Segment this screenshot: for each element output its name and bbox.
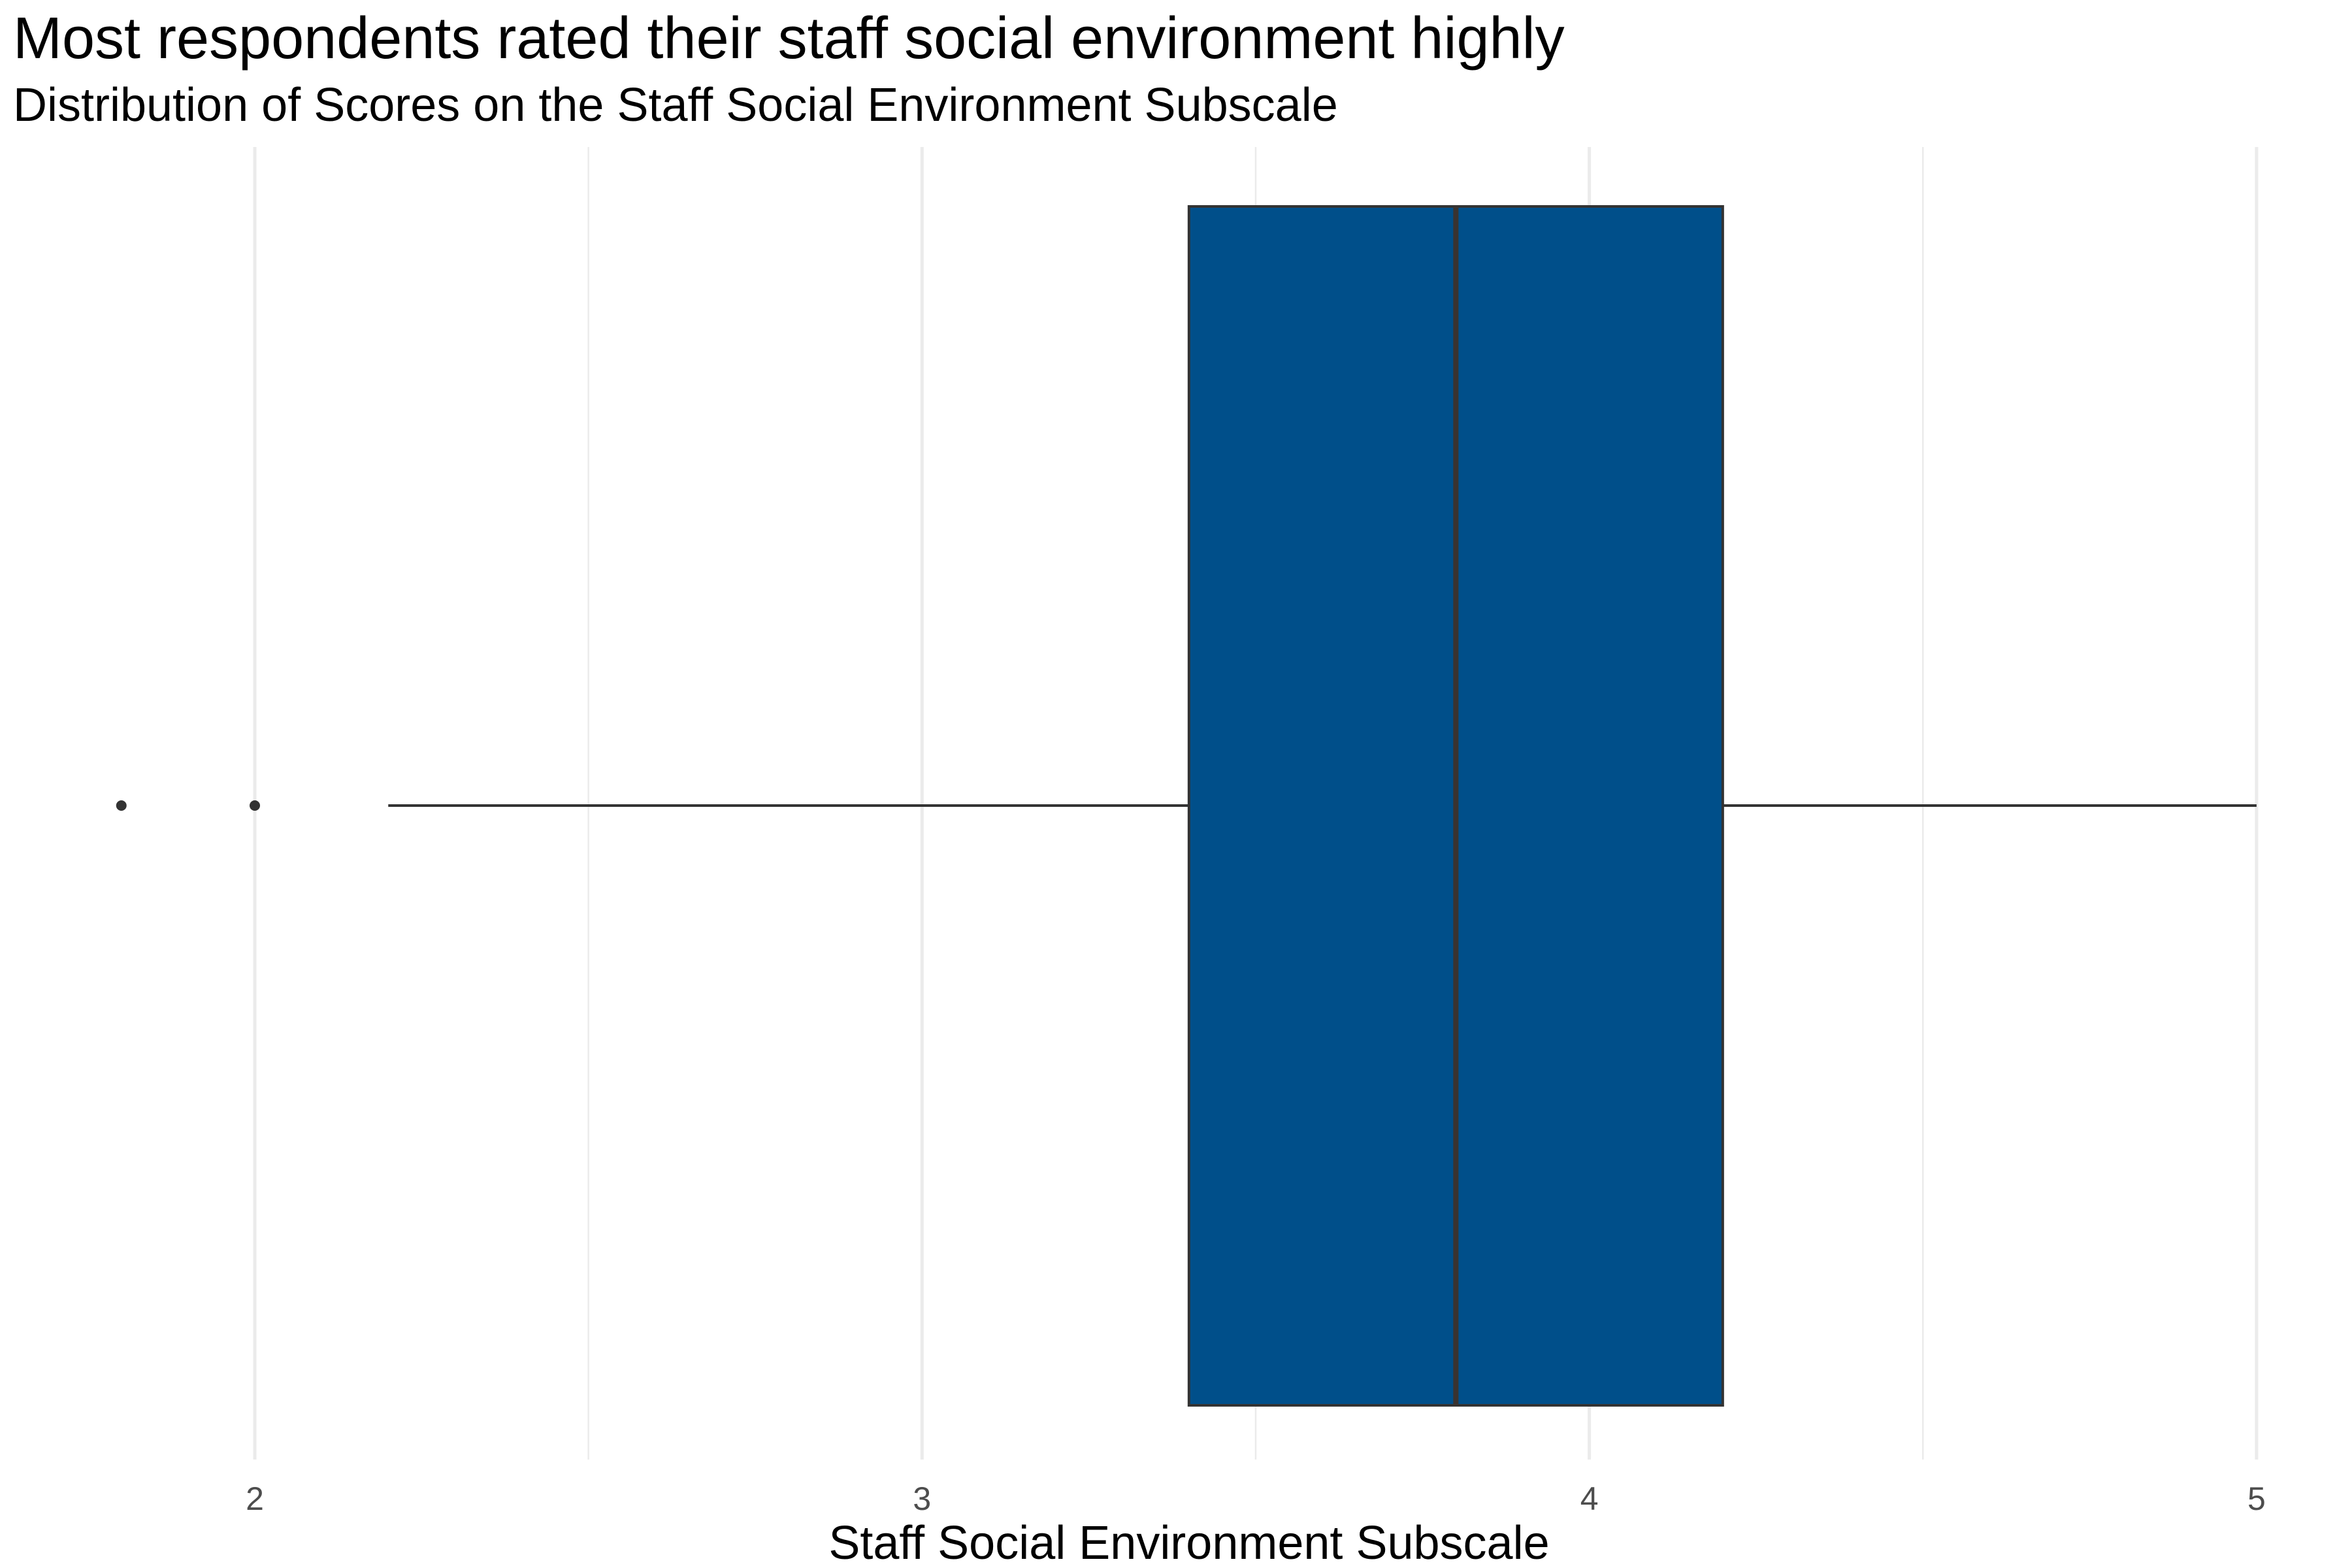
x-axis-title: Staff Social Environment Subscale: [828, 1517, 1549, 1568]
chart-subtitle: Distribution of Scores on the Staff Soci…: [13, 79, 1338, 131]
x-tick-labels: 2 3 4 5: [246, 1480, 2266, 1517]
outlier-point: [250, 800, 260, 811]
x-tick-label: 5: [2247, 1480, 2266, 1517]
x-tick-label: 3: [913, 1480, 931, 1517]
chart-title: Most respondents rated their staff socia…: [13, 6, 1565, 71]
box-marks: [116, 205, 2257, 1407]
x-tick-label: 2: [246, 1480, 264, 1517]
outlier-point: [116, 800, 127, 811]
x-tick-label: 4: [1580, 1480, 1599, 1517]
